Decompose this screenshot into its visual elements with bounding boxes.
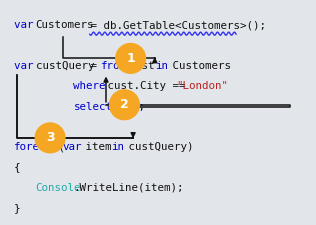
Ellipse shape bbox=[35, 123, 65, 153]
Text: 1: 1 bbox=[126, 52, 135, 65]
Text: = db.GetTable<Customers>();: = db.GetTable<Customers>(); bbox=[84, 20, 266, 30]
Ellipse shape bbox=[116, 43, 145, 73]
Text: in: in bbox=[112, 142, 125, 152]
Text: cust;: cust; bbox=[106, 101, 145, 112]
Text: select: select bbox=[74, 101, 112, 112]
Text: }: } bbox=[14, 203, 20, 213]
Text: cust: cust bbox=[122, 61, 161, 71]
Text: 2: 2 bbox=[120, 98, 129, 111]
Text: {: { bbox=[14, 162, 20, 173]
Text: var: var bbox=[63, 142, 82, 152]
Text: cust.City ==: cust.City == bbox=[100, 81, 191, 91]
Text: Console: Console bbox=[35, 183, 81, 193]
Text: custQuery): custQuery) bbox=[122, 142, 194, 152]
Text: where: where bbox=[74, 81, 106, 91]
Text: in: in bbox=[155, 61, 168, 71]
Text: var: var bbox=[14, 61, 40, 71]
Text: foreach: foreach bbox=[14, 142, 59, 152]
Text: item: item bbox=[79, 142, 118, 152]
Text: 3: 3 bbox=[46, 131, 54, 144]
Text: (: ( bbox=[52, 142, 65, 152]
Ellipse shape bbox=[110, 90, 139, 120]
Text: custQuery: custQuery bbox=[35, 61, 94, 71]
Text: var: var bbox=[14, 20, 40, 30]
Text: =: = bbox=[84, 61, 104, 71]
Text: .WriteLine(item);: .WriteLine(item); bbox=[74, 183, 184, 193]
Text: Customers: Customers bbox=[166, 61, 231, 71]
Text: from: from bbox=[100, 61, 127, 71]
Text: Customers: Customers bbox=[35, 20, 94, 30]
Text: "London": "London" bbox=[176, 81, 228, 91]
